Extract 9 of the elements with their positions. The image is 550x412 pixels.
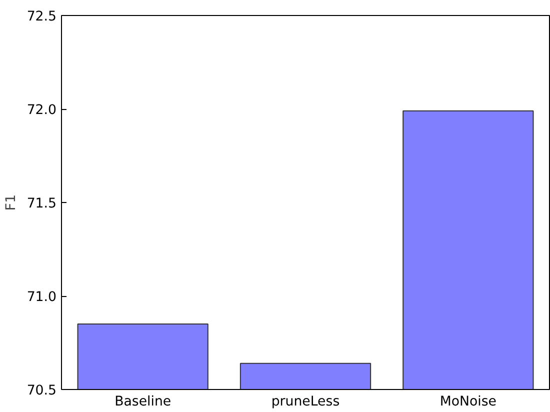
y-axis-title: F1 — [4, 194, 19, 211]
y-tick-label: 71.5 — [26, 196, 57, 212]
y-tick-label: 72.0 — [26, 103, 57, 118]
y-tick-label: 71.0 — [26, 290, 57, 305]
y-tick-label: 72.5 — [26, 10, 57, 24]
x-tick-label: pruneLess — [271, 394, 340, 410]
x-tick-label: MoNoise — [440, 394, 496, 410]
x-tick-label: Baseline — [114, 394, 172, 410]
y-tick-label: 70.5 — [26, 384, 57, 398]
